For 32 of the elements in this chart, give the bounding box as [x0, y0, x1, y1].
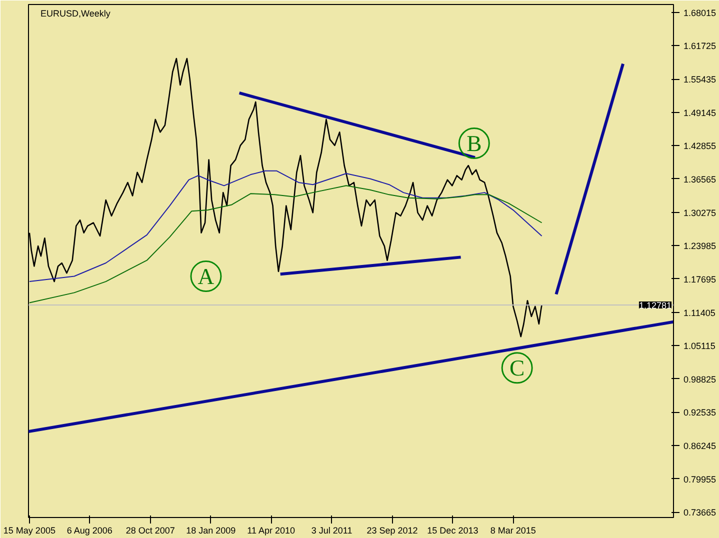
- x-tick-label: 23 Sep 2012: [366, 526, 418, 536]
- y-tick-label: 1.49145: [684, 108, 716, 118]
- annotation: B: [466, 130, 482, 156]
- x-tick-label: 15 Dec 2013: [427, 526, 478, 536]
- annotation: C: [510, 355, 525, 380]
- line-series: [28, 170, 542, 282]
- y-tick-label: 1.23985: [684, 241, 716, 252]
- y-tick-label: 1.30275: [684, 208, 716, 218]
- x-tick-label: 18 Jan 2009: [186, 526, 236, 536]
- x-tick-label: 15 May 2005: [3, 526, 56, 536]
- x-tick-label: 3 Jul 2011: [311, 526, 352, 536]
- y-tick-label: 0.92535: [684, 408, 716, 418]
- y-tick-label: 0.73665: [684, 508, 716, 518]
- y-tick-label: 1.05115: [684, 341, 716, 352]
- x-tick-label: 6 Aug 2006: [66, 526, 112, 536]
- y-tick-label: 1.17695: [684, 274, 716, 284]
- x-tick-label: 11 Apr 2010: [247, 526, 295, 536]
- y-tick-label: 1.42855: [684, 141, 716, 152]
- y-tick-label: 1.36565: [684, 174, 716, 184]
- y-tick-label: 0.98825: [684, 374, 716, 384]
- y-tick-label: 0.79955: [684, 474, 716, 484]
- line-series: [28, 185, 542, 304]
- x-tick-label: 28 Oct 2007: [126, 526, 175, 536]
- ref-line-label: 1.12781: [638, 300, 672, 310]
- annotation: A: [198, 264, 215, 289]
- y-tick-label: 0.86245: [684, 441, 716, 452]
- chart-title: EURUSD,Weekly: [40, 8, 111, 18]
- y-tick-label: 1.61725: [684, 41, 716, 52]
- y-tick-label: 1.11405: [684, 308, 716, 318]
- y-tick-label: 1.68015: [684, 8, 716, 18]
- y-tick-label: 1.55435: [684, 74, 716, 85]
- x-tick-label: 8 Mar 2015: [490, 526, 536, 536]
